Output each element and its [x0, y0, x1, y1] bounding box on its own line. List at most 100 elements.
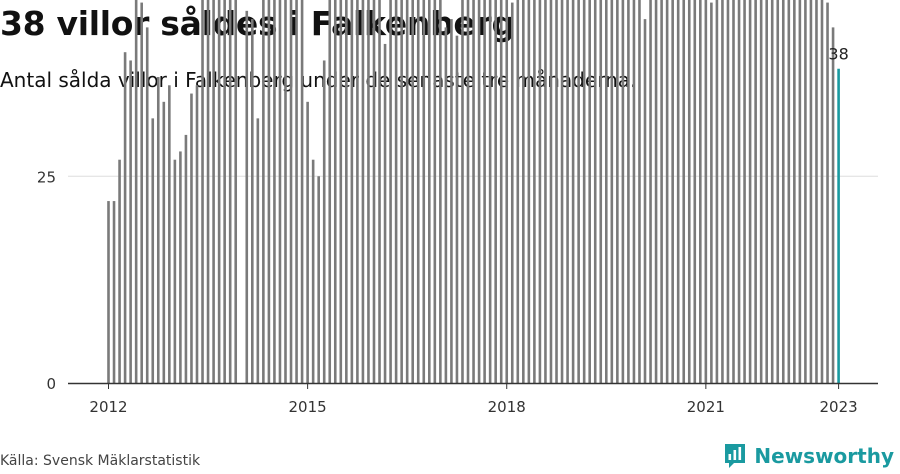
bar [610, 0, 614, 383]
bar [549, 0, 553, 383]
chart-subtitle: Antal sålda villor i Falkenberg under de… [0, 68, 637, 92]
bar [289, 0, 293, 383]
bar [676, 0, 680, 383]
bar [206, 0, 210, 383]
bar [179, 151, 182, 383]
bar [195, 85, 199, 383]
bar [710, 2, 713, 384]
bar [345, 0, 348, 384]
bar [112, 201, 116, 383]
bar [389, 0, 392, 384]
x-tick-label: 2018 [488, 398, 526, 416]
bar [715, 0, 719, 384]
bar [544, 0, 547, 383]
bar [217, 0, 221, 383]
newsworthy-logo-icon [725, 444, 746, 468]
bar [477, 0, 481, 383]
bar [140, 2, 143, 384]
bar [256, 118, 260, 384]
bar [361, 0, 365, 383]
bar [439, 0, 442, 384]
bar [383, 43, 387, 384]
bar [682, 0, 686, 383]
bar [394, 0, 398, 383]
bar [649, 0, 652, 383]
bar [317, 176, 320, 383]
bar [212, 0, 215, 383]
bar [201, 0, 204, 383]
bar [505, 0, 509, 384]
bar [190, 93, 193, 384]
bar [743, 0, 746, 383]
newsworthy-brand[interactable]: Newsworthy [723, 442, 894, 470]
bar [555, 0, 558, 383]
bar [732, 0, 735, 384]
bar [815, 0, 818, 384]
bar-highlight [837, 68, 840, 384]
bar [737, 0, 741, 383]
bar [450, 19, 453, 384]
bar [339, 0, 343, 384]
bar [328, 0, 332, 384]
bar [566, 0, 569, 383]
highlight-value-label: 38 [828, 45, 848, 64]
bar [107, 201, 110, 383]
bar [416, 0, 420, 384]
axes: 02550751002012201520182021202338 [37, 45, 878, 416]
bar [654, 0, 658, 383]
bar [632, 0, 636, 383]
bar [826, 2, 829, 384]
bar [638, 0, 641, 383]
bar [367, 0, 370, 383]
bar [643, 19, 647, 384]
bar [721, 0, 724, 384]
bar [444, 27, 448, 383]
bar [560, 0, 564, 383]
x-tick-label: 2012 [89, 398, 127, 416]
bar [660, 0, 663, 383]
bar [245, 10, 249, 383]
bar [405, 0, 409, 383]
x-tick-label: 2021 [687, 398, 725, 416]
bar [306, 101, 309, 383]
bar [300, 0, 304, 383]
bar [278, 0, 282, 383]
x-tick-label: 2023 [819, 398, 857, 416]
bar [516, 0, 520, 384]
bar [400, 0, 403, 383]
source-note: Källa: Svensk Mäklarstatistik [0, 453, 201, 469]
bar [726, 0, 730, 383]
bar [223, 0, 226, 384]
bar [599, 0, 603, 383]
y-tick-label: 25 [37, 168, 56, 186]
bar [295, 0, 298, 383]
bar [455, 35, 459, 383]
bar [356, 0, 359, 384]
bar [251, 19, 254, 384]
bar [461, 0, 464, 384]
bar [422, 0, 426, 384]
bar [156, 77, 160, 383]
bar [759, 0, 763, 383]
bar [427, 0, 431, 383]
bar [411, 0, 415, 383]
bar [510, 2, 514, 384]
bar [820, 0, 824, 383]
bar [333, 0, 337, 383]
bar [494, 0, 497, 383]
bar [322, 60, 326, 383]
bar [533, 0, 536, 383]
bar [582, 0, 586, 384]
bar [433, 0, 437, 383]
bars [107, 0, 840, 384]
bar [284, 0, 287, 383]
bar [228, 0, 232, 383]
bar [793, 0, 796, 384]
bar [754, 0, 757, 383]
bar [699, 0, 702, 383]
bar [350, 0, 354, 383]
bar [134, 0, 138, 384]
bar [571, 0, 575, 383]
bar [527, 0, 531, 383]
